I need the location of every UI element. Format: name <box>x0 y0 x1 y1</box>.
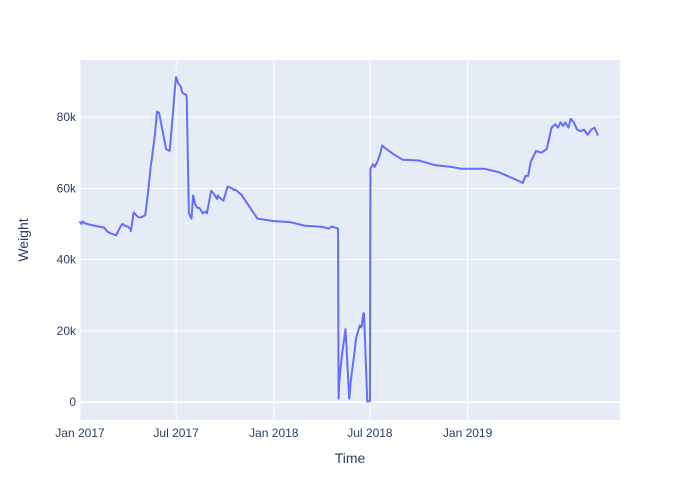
series-layer <box>79 76 599 403</box>
x-tick-label: Jul 2018 <box>347 426 393 440</box>
y-tick-label: 0 <box>69 395 76 409</box>
x-tick-label: Jan 2017 <box>55 426 105 440</box>
x-tick-label: Jul 2017 <box>153 426 199 440</box>
x-axis-ticks: Jan 2017 Jul 2017 Jan 2018 Jul 2018 Jan 2019 <box>55 426 492 440</box>
y-tick-label: 20k <box>57 324 77 338</box>
y-tick-label: 80k <box>57 110 77 124</box>
y-tick-label: 60k <box>57 181 77 195</box>
y-tick-label: 40k <box>57 253 77 267</box>
x-tick-label: Jan 2018 <box>249 426 299 440</box>
plot-background <box>80 60 620 420</box>
y-axis-title: Weight <box>15 218 31 261</box>
x-axis-title: Time <box>335 450 366 466</box>
y-axis-ticks: 0 20k 40k 60k 80k <box>57 110 77 409</box>
x-tick-label: Jan 2019 <box>443 426 493 440</box>
grid-lines <box>79 60 620 420</box>
series-line-0 <box>79 76 599 403</box>
